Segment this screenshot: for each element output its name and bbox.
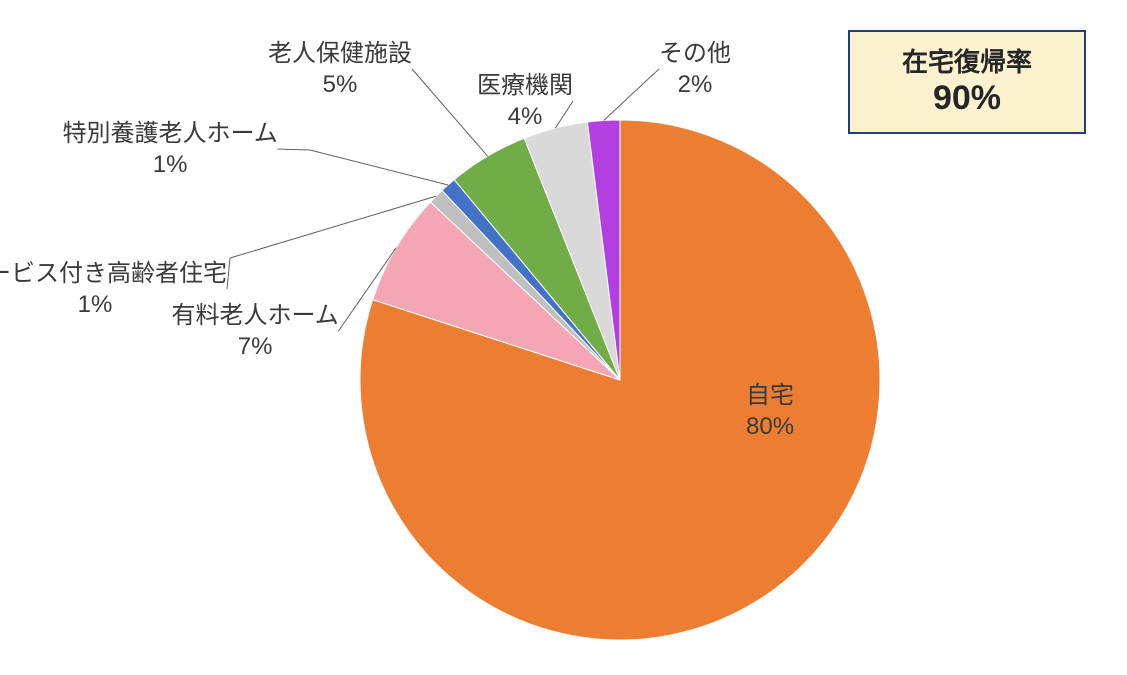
- pie-slice-label: 特別養護老人ホーム1%: [63, 118, 278, 180]
- pie-slice-label: 医療機関4%: [477, 70, 573, 132]
- leader-line: [604, 69, 659, 121]
- pie-slice-label: 自宅80%: [746, 380, 794, 442]
- leader-line: [278, 149, 449, 185]
- callout-value: 90%: [858, 79, 1076, 118]
- home-return-rate-callout: 在宅復帰率 90%: [848, 30, 1086, 134]
- pie-slice-label: サービス付き高齢者住宅1%: [0, 258, 227, 320]
- pie-slice-label: 老人保健施設5%: [268, 38, 412, 100]
- chart-page: { "chart": { "type": "pie", "center_x": …: [0, 0, 1127, 675]
- pie-slice-label: その他2%: [659, 38, 731, 100]
- callout-title: 在宅復帰率: [858, 42, 1076, 79]
